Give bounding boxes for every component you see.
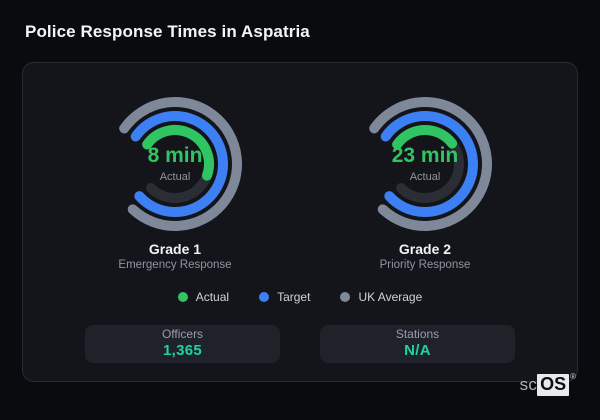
stat-officers-label: Officers [161, 327, 204, 342]
ring-uk-average-arc [119, 97, 242, 231]
legend-uk-average-dot-icon [340, 292, 351, 302]
gauge-grade-2-title: Grade 2 [398, 241, 452, 257]
gauge-grade-2-value-caption: Actual [409, 171, 441, 184]
gauge-grade-2-chart [369, 97, 492, 231]
legend-target-label: Target [277, 290, 311, 304]
stat-officers-value: 1,365 [162, 341, 203, 359]
scos-logo-prefix: sc [519, 375, 538, 394]
gauge-grade-1-value-caption: Actual [159, 171, 191, 184]
legend-item-target[interactable]: Target [259, 290, 310, 304]
legend-actual-dot-icon [177, 292, 188, 302]
gauge-grade-1: 8 min Actual Grade 1 Emergency Response [50, 89, 300, 271]
legend-actual-label: Actual [195, 290, 230, 304]
ring-uk-average-arc [369, 97, 492, 231]
response-times-card: 8 min Actual Grade 1 Emergency Response … [22, 62, 578, 382]
gauge-grade-1-subtitle: Emergency Response [118, 259, 232, 271]
gauge-grade-1-value: 8 min [147, 143, 203, 167]
legend-item-uk-average[interactable]: UK Average [340, 290, 422, 304]
stat-stations: Stations N/A [320, 325, 515, 363]
registered-trademark-icon: ® [570, 372, 576, 381]
gauge-grade-2: 23 min Actual Grade 2 Priority Response [300, 89, 550, 271]
gauge-grade-2-value: 23 min [391, 143, 459, 167]
gauge-grade-2-center: 23 min Actual [350, 89, 500, 239]
legend: Actual Target UK Average [177, 290, 422, 304]
stat-stations-label: Stations [395, 327, 440, 342]
stat-officers: Officers 1,365 [85, 325, 280, 363]
ring-actual-arc [392, 125, 458, 150]
gauge-grade-1-center: 8 min Actual [100, 89, 250, 239]
gauge-grade-1-chart [119, 97, 242, 231]
stats-row: Officers 1,365 Stations N/A [85, 325, 515, 363]
gauge-grade-1-title: Grade 1 [148, 241, 202, 257]
ring-actual-arc [142, 125, 214, 181]
gauge-grade-2-subtitle: Priority Response [379, 259, 471, 271]
legend-target-dot-icon [259, 292, 270, 302]
scos-logo-box: OS [537, 374, 570, 396]
ring-target-arc [380, 111, 478, 217]
gauge-grade-1-rings: 8 min Actual [100, 89, 250, 239]
legend-uk-average-label: UK Average [358, 290, 423, 304]
gauge-grade-2-rings: 23 min Actual [350, 89, 500, 239]
stat-stations-value: N/A [404, 341, 431, 359]
scos-logo: sc OS ® [519, 372, 576, 396]
ring-target-arc [130, 111, 228, 217]
gauges-row: 8 min Actual Grade 1 Emergency Response … [23, 89, 577, 271]
page-title: Police Response Times in Aspatria [25, 22, 310, 41]
legend-item-actual[interactable]: Actual [177, 290, 230, 304]
